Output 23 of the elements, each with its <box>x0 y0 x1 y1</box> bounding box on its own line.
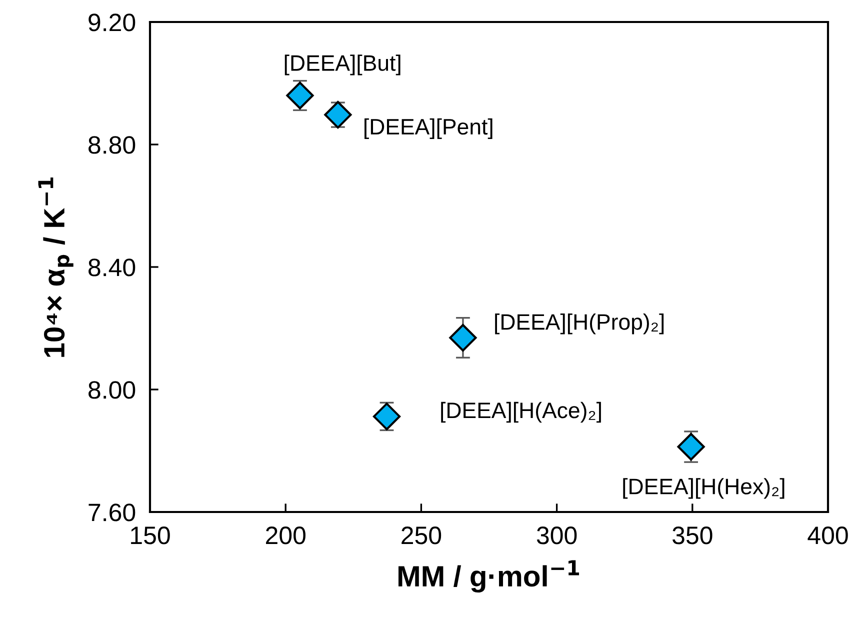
annotation: [DEEA][But] <box>284 54 400 76</box>
point <box>324 100 352 129</box>
annotation: [DEEA][H(Prop)₂] <box>495 313 664 334</box>
point <box>286 82 314 110</box>
x-tick-label: 400 <box>808 526 848 544</box>
x-tick-label: 250 <box>402 526 442 544</box>
annotation: [DEEA][H(Hex)₂] <box>623 478 784 499</box>
x-axis-title: MM / g·mol$^{−1}$ <box>398 560 580 593</box>
y-tick-label: 8.80 <box>88 136 136 154</box>
point <box>372 402 401 430</box>
point <box>449 324 477 352</box>
y-tick-label: 8.00 <box>88 381 136 399</box>
x-tick-label: 200 <box>266 526 306 544</box>
y-tick-label: 9.20 <box>88 14 136 32</box>
point <box>677 432 705 461</box>
y-tick-label: 8.40 <box>88 258 136 276</box>
x-tick-label: 150 <box>131 526 170 544</box>
x-tick-label: 350 <box>672 526 712 544</box>
x-tick-label: 300 <box>536 526 577 544</box>
y-tick-label: 7.60 <box>88 504 136 522</box>
y-axis-title: 10⁴× α$_{p}$ / K$^{−1}$ <box>38 178 74 357</box>
annotation: [DEEA][H(Ace)₂] <box>441 402 601 423</box>
annotation: [DEEA][Pent] <box>364 118 492 140</box>
